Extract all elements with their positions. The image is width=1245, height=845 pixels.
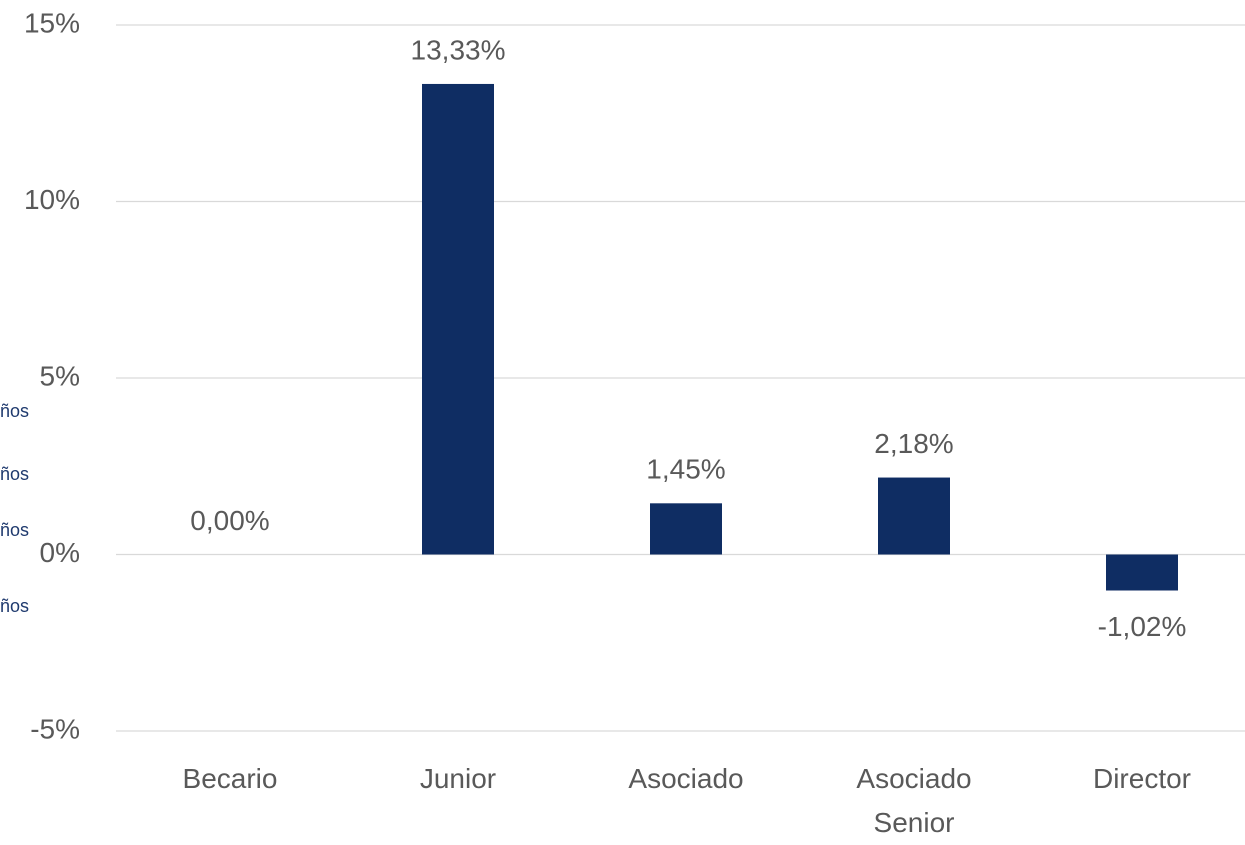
y-tick-label: -5% [30, 713, 80, 744]
bar [878, 477, 950, 555]
y-tick-label: 0% [40, 537, 80, 568]
x-tick-label: Director [1092, 763, 1191, 794]
y-tick-label: 5% [40, 360, 80, 391]
x-tick-label: Asociado Senior [856, 763, 972, 838]
x-tick-label: Asociado [628, 763, 744, 794]
bar [650, 503, 722, 555]
data-label: 1,45% [646, 454, 725, 485]
annotation: ños [0, 401, 29, 421]
bar [1106, 554, 1178, 591]
y-tick-label: 10% [24, 184, 80, 215]
annotation: ños [0, 520, 29, 540]
x-tick-label: Becario [182, 763, 278, 794]
data-label: 0,00% [190, 505, 269, 536]
annotation: ños [0, 596, 29, 616]
data-label: 13,33% [411, 34, 506, 65]
x-tick-label: Junior [419, 763, 497, 794]
data-label: -1,02% [1098, 611, 1187, 642]
y-tick-label: 15% [24, 7, 80, 38]
annotation: ños [0, 464, 29, 484]
data-label: 2,18% [874, 428, 953, 459]
bar [422, 83, 494, 555]
